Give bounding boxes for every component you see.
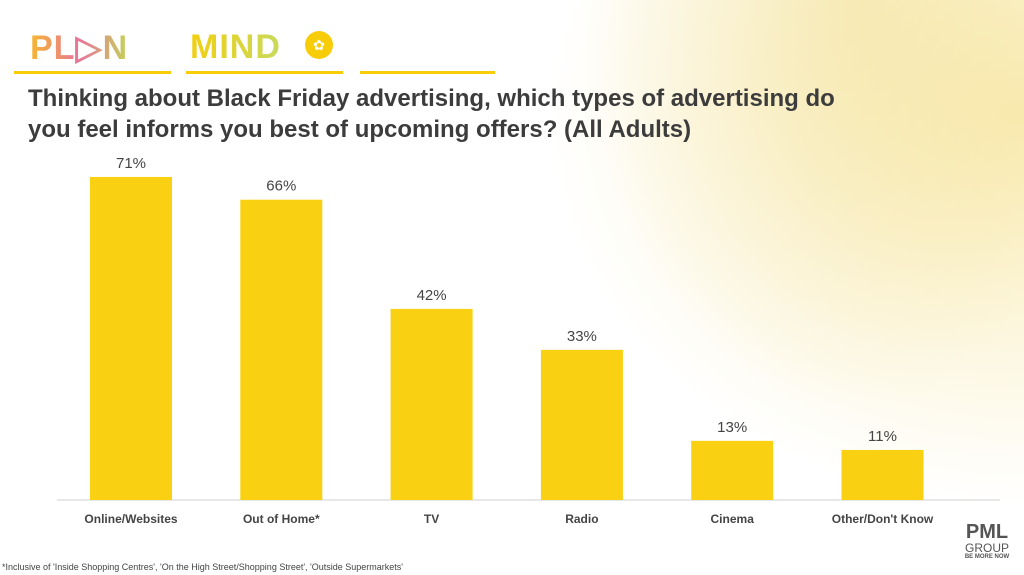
data-label: 66%	[266, 178, 296, 195]
pml-logo-group: GROUP	[964, 541, 1009, 555]
bar	[540, 349, 623, 500]
bar	[691, 440, 774, 500]
bar	[390, 308, 473, 500]
bar	[90, 176, 172, 500]
bar	[841, 449, 924, 500]
pml-logo-text: PML	[965, 521, 1009, 543]
category-label: Out of Home*	[243, 512, 320, 526]
pml-logo: PML GROUP BE MORE NOW	[960, 522, 1014, 560]
category-label: TV	[424, 512, 439, 526]
pml-logo-tagline: BE MORE NOW	[964, 554, 1010, 560]
category-label: Cinema	[711, 512, 755, 526]
divider	[186, 71, 343, 74]
bar	[240, 199, 323, 500]
brain-icon: ✿	[305, 31, 333, 59]
chart-title: Thinking about Black Friday advertising,…	[28, 85, 835, 143]
divider	[360, 71, 495, 74]
data-label: 13%	[717, 419, 747, 436]
divider	[14, 71, 171, 74]
category-label: Online/Websites	[84, 512, 177, 526]
data-label: 71%	[116, 155, 146, 172]
mind-logo: MIND	[190, 28, 281, 66]
category-label: Radio	[565, 512, 598, 526]
data-label: 11%	[868, 428, 897, 445]
data-label: 42%	[417, 287, 447, 304]
footnote: *Inclusive of 'Inside Shopping Centres',…	[2, 562, 404, 572]
data-label: 33%	[567, 328, 597, 345]
category-label: Other/Don't Know	[832, 512, 934, 526]
plan-logo: PL▷N	[30, 29, 129, 67]
